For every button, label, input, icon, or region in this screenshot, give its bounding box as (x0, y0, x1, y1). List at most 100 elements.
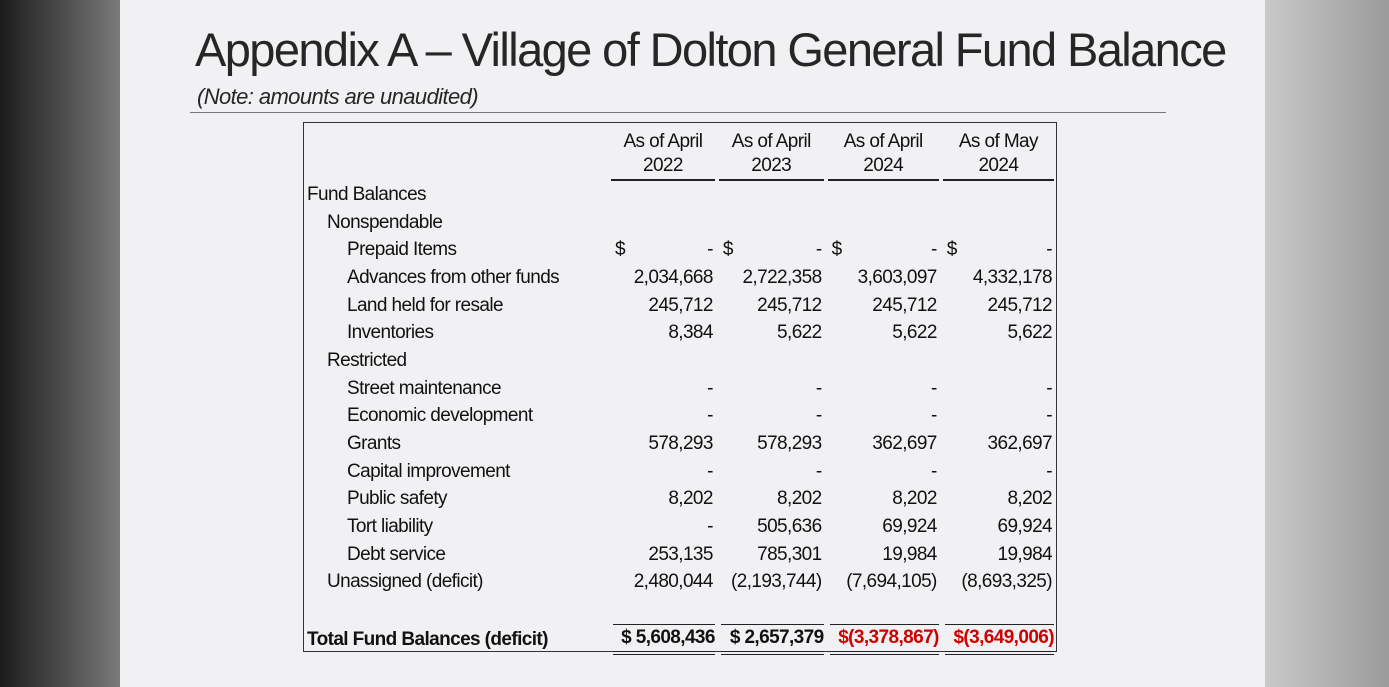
row: Advances from other funds 2,034,668 2,722,… (304, 264, 1056, 292)
amount: 578,293 (648, 433, 713, 455)
currency-symbol: $ (831, 239, 843, 261)
amount: - (931, 377, 937, 399)
cell-value: 245,712 (947, 294, 1053, 317)
cell-value: - (832, 461, 937, 483)
cell (941, 181, 1056, 209)
header-cell: As of April 2024 (826, 123, 941, 181)
cell-value: 19,984 (947, 544, 1052, 566)
cell: $ - (826, 236, 941, 264)
cell: 245,712 (609, 292, 717, 320)
cell-value: 785,301 (723, 544, 822, 566)
row: Total Fund Balances (deficit) $ 5,608,436… (304, 624, 1056, 656)
cell-value: - (947, 378, 1052, 400)
cell: 245,712 (941, 292, 1056, 320)
amount: 69,924 (882, 516, 937, 538)
cell: 362,697 (826, 430, 941, 458)
row-label: Economic development (347, 405, 533, 427)
header-label: As of April 2022 (611, 130, 715, 181)
cell-value: - (615, 405, 713, 427)
cell-value: - (615, 461, 713, 483)
cell-value: 5,622 (947, 322, 1052, 344)
cell-value: 578,293 (723, 433, 822, 455)
amount: - (815, 239, 822, 261)
cell-value: 19,984 (832, 544, 937, 566)
cell-value: - (947, 405, 1052, 427)
cell: 3,603,097 (826, 264, 941, 292)
header-label: As of April 2024 (827, 130, 939, 181)
cell (826, 181, 941, 209)
cell-value: $ 2,657,379 (720, 624, 824, 656)
amount: 2,480,044 (633, 571, 714, 593)
cell: - (609, 403, 717, 431)
amount: - (707, 460, 713, 482)
amount: - (1046, 405, 1052, 427)
cell-value: 245,712 (832, 295, 937, 317)
cell: $ 5,608,436 (609, 624, 717, 656)
cell: 578,293 (609, 430, 717, 458)
amount: - (707, 405, 713, 427)
amount: $ 5,608,436 (621, 627, 715, 649)
cell: - (826, 403, 941, 431)
amount: $(3,649,006) (953, 627, 1054, 649)
cell: - (826, 458, 941, 486)
header-line: As of April (843, 131, 924, 152)
cell-value: - (615, 516, 713, 538)
cell (609, 181, 717, 209)
row-label: Inventories (347, 322, 434, 344)
amount: 362,697 (987, 433, 1053, 455)
amount: - (931, 239, 937, 261)
cell (826, 347, 941, 375)
header-cell: As of April 2023 (717, 123, 826, 181)
header-line: 2023 (751, 155, 792, 176)
amount: (2,193,744) (731, 571, 822, 593)
amount: 245,712 (987, 294, 1053, 316)
amount: - (1046, 239, 1052, 261)
cell-value: $(3,378,867) (829, 624, 939, 656)
cell-value: 8,202 (832, 488, 937, 510)
cell: - (609, 375, 717, 403)
header-cell: As of April 2022 (609, 123, 717, 181)
amount: 8,202 (1007, 488, 1052, 510)
amount: 3,603,097 (857, 266, 938, 288)
row: Public safety 8,202 8,202 8,202 8,202 (304, 486, 1056, 514)
cell: 578,293 (717, 430, 826, 458)
row-label: Fund Balances (307, 183, 427, 205)
amount: (7,694,105) (846, 571, 937, 593)
cell (609, 209, 717, 237)
amount: (8,693,325) (961, 571, 1052, 593)
cell-value: 8,202 (723, 488, 822, 510)
amount: 362,697 (872, 433, 937, 455)
cell (941, 209, 1056, 237)
amount: - (815, 460, 822, 482)
cell: - (609, 458, 717, 486)
cell (717, 209, 826, 237)
row: Economic development - - - - (304, 403, 1056, 431)
header-cell (304, 123, 609, 181)
cell-value: $ 5,608,436 (613, 624, 715, 656)
cell-value: (8,693,325) (947, 571, 1052, 593)
row: Grants 578,293 578,293 362,697 362,697 (304, 430, 1056, 458)
cell: 69,924 (826, 513, 941, 541)
header-label: As of April 2023 (718, 130, 824, 181)
cell: 245,712 (826, 292, 941, 320)
cell-value: 253,135 (615, 544, 713, 566)
amount: 19,984 (882, 543, 937, 565)
header-line: As of May (958, 131, 1039, 152)
row: Unassigned (deficit) 2,480,044 (2,193,744)… (304, 569, 1056, 597)
header-line: As of April (623, 131, 703, 152)
cell: 785,301 (717, 541, 826, 569)
row-label: Debt service (347, 543, 446, 565)
amount: - (931, 460, 937, 482)
amount: 5,622 (1007, 322, 1052, 344)
cell (717, 347, 826, 375)
cell: 8,384 (609, 319, 717, 347)
cell-value: 362,697 (947, 433, 1053, 455)
cell-value: 69,924 (832, 516, 937, 538)
amount: 5,622 (777, 322, 822, 344)
cell: 5,622 (826, 319, 941, 347)
cell: $(3,649,006) (941, 624, 1056, 656)
cell (609, 347, 717, 375)
row: Restricted (304, 347, 1056, 375)
row: Fund Balances (304, 181, 1056, 209)
cell: - (941, 375, 1056, 403)
